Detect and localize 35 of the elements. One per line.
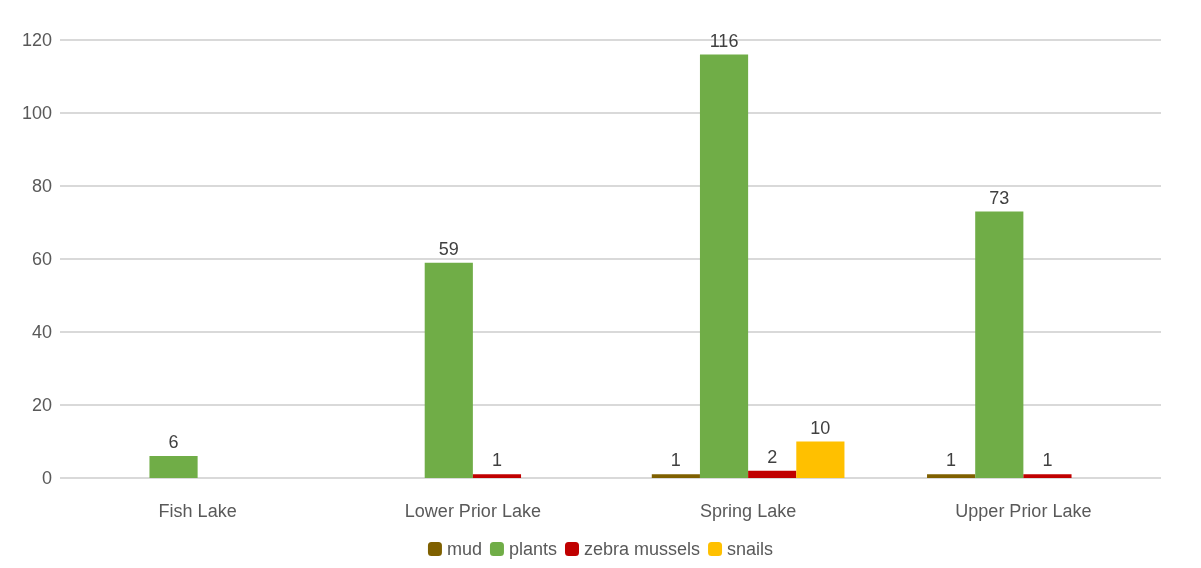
bar	[927, 474, 976, 478]
legend-label: plants	[508, 539, 558, 559]
data-label: 10	[810, 417, 831, 438]
data-label: 6	[168, 432, 179, 453]
legend-label: snails	[727, 539, 774, 559]
x-tick-label: Upper Prior Lake	[955, 501, 1092, 521]
bar	[975, 211, 1024, 478]
x-tick-label: Lower Prior Lake	[404, 501, 541, 521]
data-label: 1	[946, 450, 957, 471]
legend-label: mud	[446, 539, 482, 559]
bar	[149, 456, 198, 478]
data-label: 1	[670, 450, 681, 471]
data-label: 2	[767, 446, 778, 467]
x-tick-label: Spring Lake	[700, 501, 797, 521]
bar	[796, 441, 845, 478]
y-tick-label: 20	[31, 395, 52, 415]
y-tick-label: 120	[21, 30, 52, 50]
y-tick-label: 60	[31, 249, 52, 269]
bar	[472, 474, 522, 478]
data-label: 1	[1042, 450, 1053, 471]
y-tick-label: 80	[31, 176, 52, 196]
bar	[651, 474, 700, 478]
data-label: 59	[438, 238, 459, 259]
bar	[424, 262, 473, 478]
y-tick-label: 0	[41, 468, 52, 488]
bar	[1023, 474, 1072, 478]
y-tick-label: 40	[31, 322, 52, 342]
y-tick-label: 100	[21, 103, 52, 123]
data-label: 1	[491, 450, 502, 471]
data-label: 116	[709, 30, 739, 51]
x-tick-label: Fish Lake	[158, 501, 237, 521]
bar	[699, 54, 749, 478]
legend-label: zebra mussels	[583, 539, 701, 559]
bar	[748, 470, 797, 478]
data-label: 73	[989, 187, 1010, 208]
